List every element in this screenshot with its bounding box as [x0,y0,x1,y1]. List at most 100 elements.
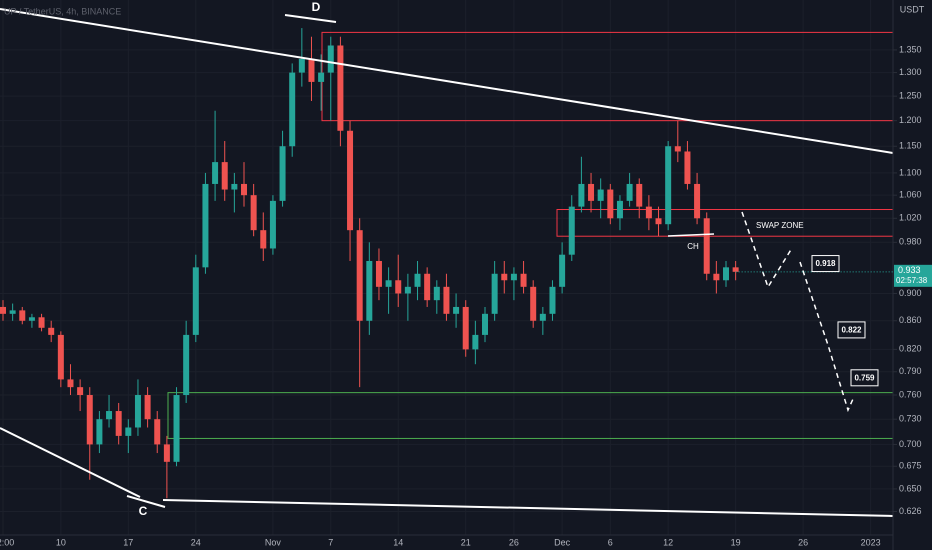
candle-body [67,379,74,388]
candle-body [732,267,739,272]
candle-body [645,206,652,219]
x-tick-label: 26 [798,537,808,547]
candle-body [665,146,672,225]
x-tick-label: 14 [393,537,403,547]
candle-body [607,189,614,219]
candle-body [674,146,681,152]
candle-body [173,395,180,462]
y-tick-label: 0.790 [899,366,922,376]
target-box [850,369,879,387]
x-tick-label: Dec [554,537,571,547]
candle-body [443,286,450,314]
y-tick-label: 0.820 [899,344,922,354]
y-tick-label: 0.760 [899,389,922,399]
y-tick-label: 1.250 [899,91,922,101]
x-tick-label: 2023 [861,537,881,547]
candle-body [424,273,431,301]
y-tick-label: 0.730 [899,414,922,424]
candle-body [183,334,190,396]
last-price-label: 0.933 [898,265,921,275]
candle-body [616,200,623,219]
candle-body [655,218,662,225]
target-box [837,321,866,339]
candle-body [289,72,296,147]
y-tick-label: 0.700 [899,439,922,449]
candle-body [38,317,45,328]
x-tick-label: 26 [509,537,519,547]
annotation: D [312,0,321,14]
annotation: CH [687,242,699,251]
x-tick-label: 7 [328,537,333,547]
annotation: C [139,504,148,518]
x-tick-label: 6 [608,537,613,547]
candle-body [703,218,710,274]
x-tick-label: 12:00 [0,537,14,547]
candle-body [385,280,392,287]
x-tick-label: 10 [56,537,66,547]
ch-line [667,233,715,237]
projection-path [741,211,854,413]
candle-body [96,419,103,445]
candle-body [327,45,334,73]
candle-body [9,310,16,314]
drawings [0,8,894,517]
candle-body [404,286,411,294]
candle-body [539,313,546,321]
y-tick-label: 1.100 [899,167,922,177]
y-tick-label: 1.020 [899,213,922,223]
y-tick-label: 1.300 [899,67,922,77]
candle-body [106,411,113,420]
trend-line [162,499,894,517]
candle-body [298,58,305,73]
candle-body [279,146,286,201]
candle-body [713,273,720,281]
y-tick-label: 0.675 [899,461,922,471]
target-label: 0.759 [854,373,875,382]
labels: 1.350 1.300 1.250 1.200 1.150 1.100 1.060 1.020… [0,44,932,547]
candle-body [356,230,363,321]
y-tick-label: 0.860 [899,315,922,325]
candle-body [260,230,267,249]
candle-body [318,72,325,82]
candle-body [453,306,460,314]
candle-body [337,45,344,131]
candle-body [684,151,691,184]
candle-body [366,260,373,321]
y-tick-label: 1.150 [899,141,922,151]
candle-body [347,130,354,231]
candle-body [308,58,315,82]
y-tick-label: 1.060 [899,190,922,200]
candle-body [134,395,141,428]
marker-line [126,495,166,508]
candle-body [472,334,479,350]
candle-body [501,273,508,281]
y-unit: USDT [900,4,925,14]
candle-body [549,286,556,314]
candle-body [144,395,151,420]
candle-body [530,286,537,321]
candle-body [202,183,209,268]
candles [0,28,739,499]
trend-line [0,8,894,154]
annotation: SWAP ZONE [756,221,804,230]
x-tick-label: Nov [265,537,282,547]
candle-body [559,254,566,287]
candle-body [0,306,6,314]
candle-body [414,273,421,287]
candle-body [163,444,170,462]
target-label: 0.918 [815,259,836,268]
candle-body [19,310,26,321]
candle-body [269,200,276,249]
last-price-box [894,264,932,287]
candle-body [48,327,55,335]
target-box [811,255,840,273]
y-tick-label: 0.900 [899,288,922,298]
x-tick-label: 24 [191,537,201,547]
candle-body [57,334,64,380]
candle-body [395,280,402,294]
candle-body [192,267,199,335]
candle-body [510,273,517,281]
target-label: 0.822 [841,326,862,335]
